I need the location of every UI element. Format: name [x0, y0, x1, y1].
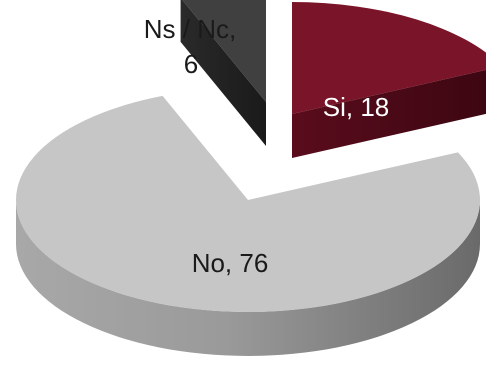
pie-slice-side-no [16, 200, 480, 356]
pie-slice-wall-ns-nc [180, 0, 266, 146]
pie-slice-top-no [16, 95, 480, 312]
data-label-no: No, 76 [192, 248, 269, 278]
pie-slice-wall-si [292, 69, 486, 158]
data-label-si: Si, 18 [323, 92, 390, 122]
data-label-ns-nc-line-2: 6 [184, 49, 198, 79]
data-label-ns-nc-line-1: Ns / Nc, [144, 14, 236, 44]
pie-slice-si [292, 2, 486, 158]
pie-slice-ns-nc [180, 0, 266, 146]
pie-slice-no [16, 95, 480, 356]
pie-slice-top-si [292, 2, 486, 114]
pie-slice-top-ns-nc [182, 0, 266, 102]
